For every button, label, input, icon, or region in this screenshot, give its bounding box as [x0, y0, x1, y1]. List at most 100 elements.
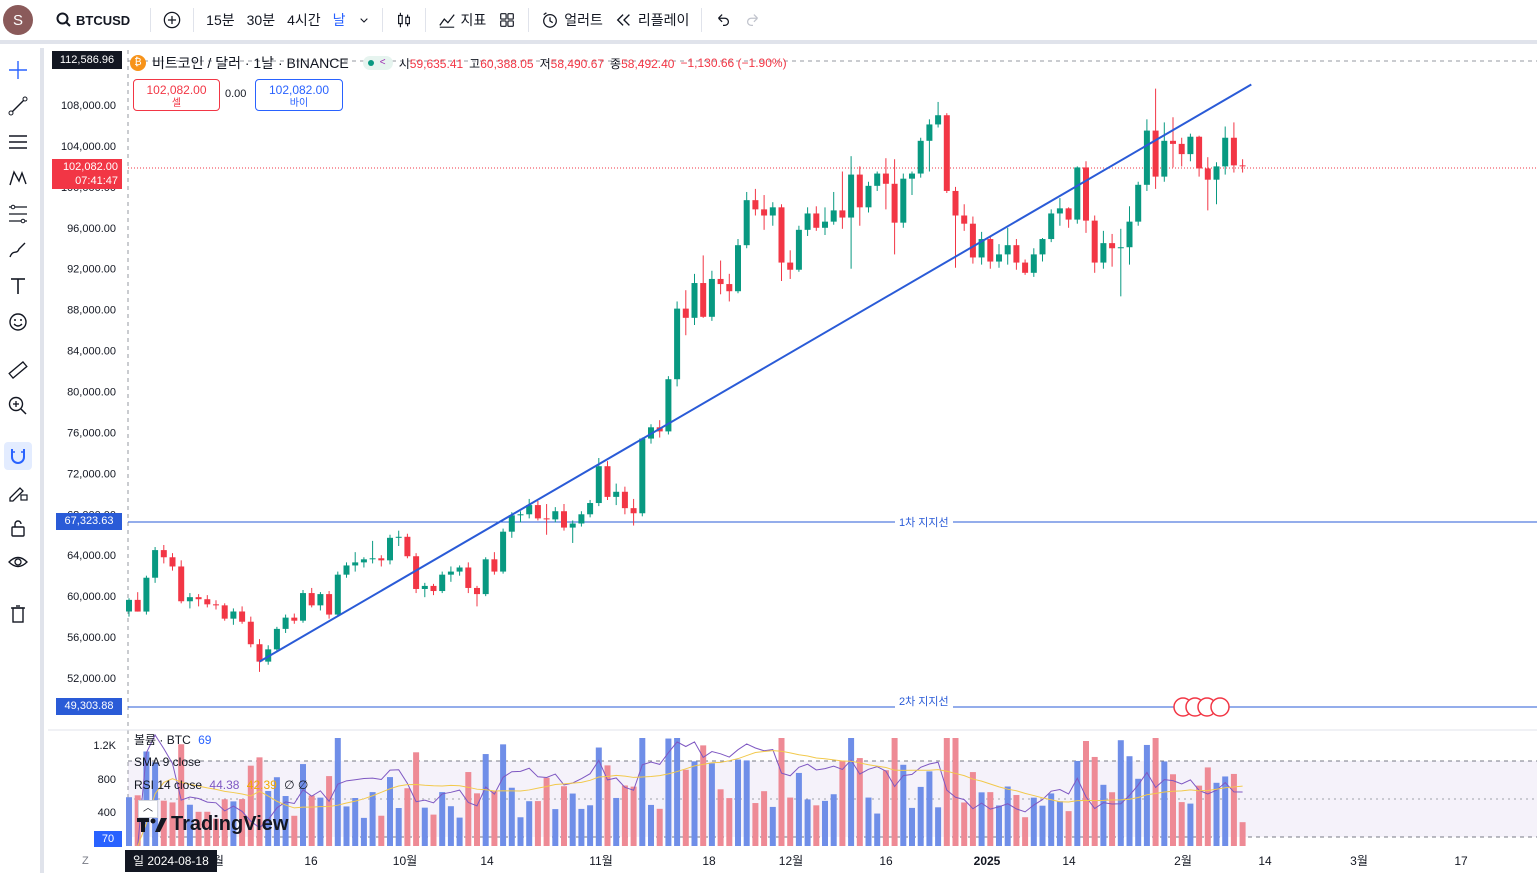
candle-body	[917, 140, 924, 174]
volume-bar	[665, 738, 672, 846]
tradingview-logo[interactable]: TradingView	[137, 813, 288, 836]
volume-legend[interactable]: 볼륨 · BTC 69	[134, 731, 211, 748]
zoom-tool[interactable]	[4, 392, 32, 420]
timezone-button[interactable]: Z	[82, 855, 89, 867]
volume-bar	[326, 776, 333, 846]
rsi-legend[interactable]: RSI 14 close 44.38 42.39 ∅ ∅	[134, 778, 308, 792]
candle-body	[708, 278, 715, 317]
candle-body	[1135, 184, 1142, 222]
layouts-button[interactable]	[492, 0, 522, 42]
volume-bar	[230, 801, 237, 846]
crosshair-tool[interactable]	[4, 56, 32, 84]
sell-label: 셀	[171, 98, 182, 109]
sell-price: 102,082.00	[146, 83, 207, 97]
candle-body	[848, 174, 855, 218]
symbol-search-button[interactable]: BTCUSD	[49, 0, 136, 42]
candle-body	[134, 599, 141, 612]
brush-icon	[9, 242, 26, 258]
rsi-extra: ∅ ∅	[284, 778, 309, 792]
time-axis[interactable]: 9월1610월1411월1812월162025142월143월17	[206, 854, 1468, 868]
legend-title[interactable]: 비트코인 / 달러 · 1날 · BINANCE	[152, 55, 349, 71]
volume-tick-label: 1.2K	[93, 740, 116, 752]
candle-body	[508, 515, 515, 532]
candle-body	[221, 605, 228, 619]
candle-body	[822, 221, 828, 228]
pattern-tool[interactable]	[4, 164, 32, 192]
candle-body	[882, 173, 889, 184]
eye-icon	[8, 556, 28, 568]
candle-body	[1091, 220, 1098, 263]
replay-button[interactable]: 리플레이	[609, 0, 696, 42]
price-tick-label: 96,000.00	[67, 223, 116, 235]
fib-tool[interactable]	[4, 200, 32, 228]
volume-bar	[795, 772, 802, 846]
candle-body	[987, 239, 994, 262]
market-status-icon[interactable]: <	[362, 56, 393, 70]
price-tick-label: 60,000.00	[67, 591, 116, 603]
trendline-icon	[8, 96, 28, 116]
crosshair-date-badge: 일 2024-08-18	[125, 850, 217, 872]
buy-button[interactable]: 102,082.00 바이	[255, 79, 343, 111]
buy-label: 바이	[289, 98, 309, 109]
redo-button[interactable]	[738, 0, 768, 42]
candles-icon	[397, 12, 410, 28]
compare-symbol-button[interactable]	[157, 0, 187, 42]
volume-bars	[126, 738, 1246, 846]
event-flag-icon[interactable]	[1210, 697, 1230, 717]
channel-tool[interactable]	[4, 128, 32, 156]
volume-bar	[378, 815, 385, 846]
volume-bar	[456, 817, 463, 846]
volume-bar	[1022, 817, 1029, 846]
lock-drawings-tool[interactable]	[4, 514, 32, 542]
candle-body	[256, 644, 263, 662]
volume-bar	[1135, 778, 1142, 846]
collapse-legend-button[interactable]: ︿	[138, 800, 158, 818]
interval-15m[interactable]: 15분	[200, 0, 240, 42]
stay-drawing-tool[interactable]	[4, 478, 32, 506]
replay-label: 리플레이	[637, 12, 690, 28]
measure-tool[interactable]	[4, 356, 32, 384]
economic-events[interactable]	[1173, 697, 1230, 717]
interval-1d[interactable]: 날	[327, 0, 352, 42]
text-tool[interactable]	[4, 272, 32, 300]
candle-body	[1083, 167, 1089, 221]
volume-bar	[169, 802, 176, 846]
emoji-tool[interactable]	[4, 308, 32, 336]
interval-30m[interactable]: 30분	[241, 0, 281, 42]
candle-body	[769, 207, 776, 216]
volume-bar	[935, 807, 942, 846]
sell-button[interactable]: 102,082.00 셀	[133, 79, 220, 111]
interval-4h[interactable]: 4시간	[281, 0, 327, 42]
candle-body	[230, 611, 237, 619]
trendline-tool[interactable]	[4, 92, 32, 120]
candle-body	[308, 593, 315, 606]
alert-button[interactable]: 얼러트	[535, 0, 609, 42]
candle-body	[1065, 208, 1072, 220]
magnet-tool[interactable]	[4, 442, 32, 470]
volume-bar	[352, 798, 359, 846]
volume-bar	[239, 799, 246, 846]
chart-type-button[interactable]	[389, 0, 419, 42]
volume-bar	[178, 744, 185, 846]
candle-body	[952, 190, 959, 216]
time-tick-label: 17	[1454, 854, 1468, 868]
price-tick-label: 92,000.00	[67, 264, 116, 276]
volume-bar	[1109, 792, 1116, 846]
volume-bar	[813, 805, 820, 846]
indicators-button[interactable]: 지표	[432, 0, 493, 42]
candle-body	[447, 571, 454, 575]
brush-tool[interactable]	[4, 236, 32, 264]
trendline[interactable]	[258, 83, 1252, 663]
user-avatar[interactable]: S	[3, 5, 33, 35]
remove-drawings-tool[interactable]	[4, 600, 32, 628]
undo-button[interactable]	[708, 0, 738, 42]
interval-label: 15분	[206, 12, 235, 28]
hide-drawings-tool[interactable]	[4, 548, 32, 576]
sma-legend[interactable]: SMA 9 close	[134, 755, 201, 769]
volume-bar	[526, 801, 533, 846]
volume-bar	[1039, 805, 1046, 846]
interval-dropdown[interactable]	[352, 0, 376, 42]
volume-bar	[561, 786, 567, 846]
crosshair-price-badge: 112,586.96	[52, 51, 122, 69]
